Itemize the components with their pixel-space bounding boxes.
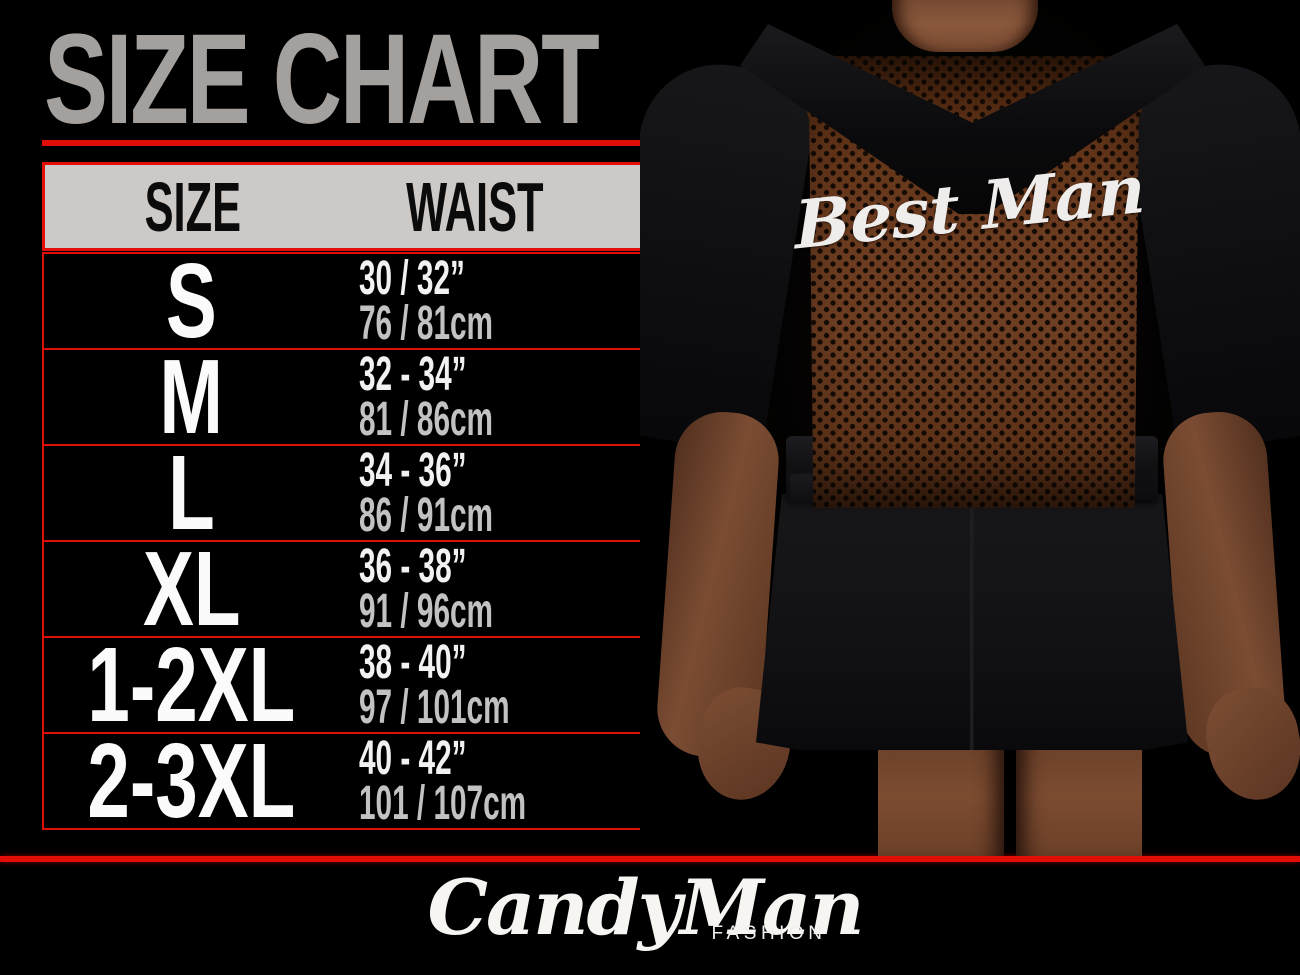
size-label-cell: 2-3XL bbox=[44, 722, 339, 840]
size-table-header: SIZE WAIST bbox=[42, 162, 643, 251]
model-neck bbox=[892, 0, 1038, 52]
waist-inches: 38 - 40” bbox=[359, 636, 467, 689]
waist-inches: 30 / 32” bbox=[359, 252, 465, 305]
table-row-l: L 34 - 36” 86 / 91cm bbox=[42, 434, 643, 552]
robe-right-sleeve bbox=[1119, 53, 1300, 455]
table-row-xl: XL 36 - 38” 91 / 96cm bbox=[42, 530, 643, 648]
robe-left-sleeve bbox=[640, 53, 821, 455]
size-label-cell: S bbox=[44, 242, 339, 360]
title-underline-rule bbox=[42, 140, 643, 146]
page-title: SIZE CHART bbox=[44, 16, 782, 144]
waist-value-cell: 32 - 34” 81 / 86cm bbox=[339, 348, 641, 446]
model-photo: Best Man bbox=[640, 0, 1300, 856]
size-label-cell: M bbox=[44, 338, 339, 456]
brand-logo: CandyMan FASHION bbox=[0, 868, 1300, 948]
waist-centimeters: 76 / 81cm bbox=[359, 297, 494, 350]
waist-centimeters: 86 / 91cm bbox=[359, 489, 494, 542]
size-label-cell: L bbox=[44, 434, 339, 552]
size-label: 1-2XL bbox=[87, 626, 296, 744]
bottom-divider-rule bbox=[0, 856, 1300, 862]
header-cell-size: SIZE bbox=[45, 165, 340, 248]
page-title-text: SIZE CHART bbox=[44, 8, 600, 151]
size-label-cell: XL bbox=[44, 530, 339, 648]
waist-column-header: WAIST bbox=[406, 167, 544, 246]
size-label: M bbox=[159, 338, 224, 456]
waist-centimeters: 81 / 86cm bbox=[359, 393, 494, 446]
waist-inches: 36 - 38” bbox=[359, 540, 467, 593]
size-label-cell: 1-2XL bbox=[44, 626, 339, 744]
size-label: 2-3XL bbox=[87, 722, 296, 840]
waist-centimeters: 91 / 96cm bbox=[359, 585, 494, 638]
robe-skirt bbox=[756, 494, 1188, 750]
waist-inches: 40 - 42” bbox=[359, 732, 467, 785]
waist-value-cell: 30 / 32” 76 / 81cm bbox=[339, 252, 641, 350]
size-label: XL bbox=[142, 530, 241, 648]
waist-centimeters: 101 / 107cm bbox=[359, 777, 527, 830]
brand-sub-label: FASHION bbox=[711, 922, 827, 944]
size-column-header: SIZE bbox=[144, 167, 241, 246]
brand-logo-script: CandyMan FASHION bbox=[428, 868, 873, 948]
waist-inches: 34 - 36” bbox=[359, 444, 467, 497]
table-row-s: S 30 / 32” 76 / 81cm bbox=[42, 242, 643, 360]
waist-inches: 32 - 34” bbox=[359, 348, 467, 401]
header-cell-waist: WAIST bbox=[340, 165, 640, 248]
size-label: S bbox=[166, 242, 217, 360]
size-label: L bbox=[168, 434, 215, 552]
table-row-1-2xl: 1-2XL 38 - 40” 97 / 101cm bbox=[42, 626, 643, 744]
waist-value-cell: 36 - 38” 91 / 96cm bbox=[339, 540, 641, 638]
waist-centimeters: 97 / 101cm bbox=[359, 681, 510, 734]
waist-value-cell: 40 - 42” 101 / 107cm bbox=[339, 732, 641, 830]
size-table-body: S 30 / 32” 76 / 81cm M 32 - 34” 81 / 86c… bbox=[42, 242, 643, 840]
brand-name: CandyMan bbox=[427, 863, 865, 952]
table-row-2-3xl: 2-3XL 40 - 42” 101 / 107cm bbox=[42, 722, 643, 840]
waist-value-cell: 38 - 40” 97 / 101cm bbox=[339, 636, 641, 734]
table-row-m: M 32 - 34” 81 / 86cm bbox=[42, 338, 643, 456]
waist-value-cell: 34 - 36” 86 / 91cm bbox=[339, 444, 641, 542]
